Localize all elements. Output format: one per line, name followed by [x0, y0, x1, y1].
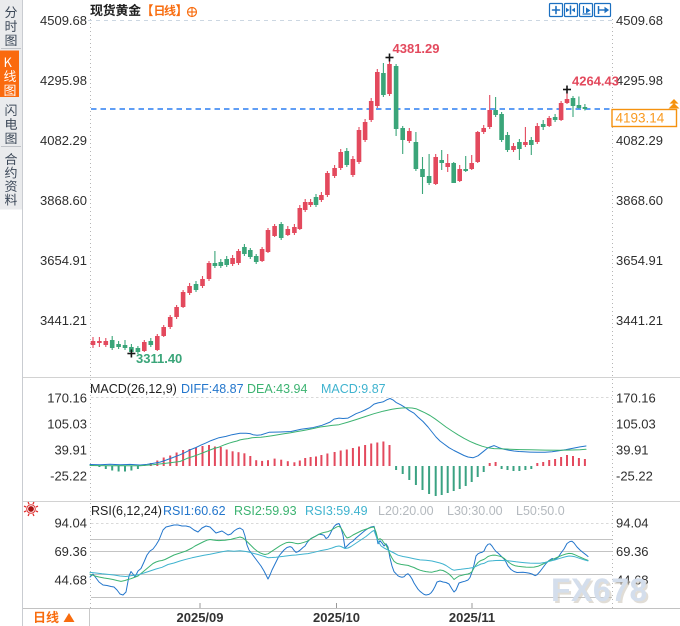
svg-text:3868.60: 3868.60 — [40, 193, 87, 208]
svg-text:MACD:9.87: MACD:9.87 — [321, 382, 386, 396]
svg-text:DEA:43.94: DEA:43.94 — [247, 382, 308, 396]
svg-text:4193.14: 4193.14 — [616, 111, 665, 126]
svg-text:RSI(6,12,24): RSI(6,12,24) — [91, 504, 162, 518]
svg-text:4381.29: 4381.29 — [393, 41, 440, 56]
svg-text:4509.68: 4509.68 — [616, 13, 663, 28]
svg-text:44.68: 44.68 — [616, 573, 649, 588]
svg-text:3441.21: 3441.21 — [40, 313, 87, 328]
svg-text:4082.29: 4082.29 — [616, 133, 663, 148]
svg-text:94.04: 94.04 — [616, 516, 649, 531]
svg-text:2025/10: 2025/10 — [313, 610, 360, 625]
svg-text:RSI1:60.62: RSI1:60.62 — [163, 504, 226, 518]
svg-text:44.68: 44.68 — [54, 573, 87, 588]
svg-text:39.91: 39.91 — [54, 443, 87, 458]
svg-text:170.16: 170.16 — [616, 391, 656, 406]
svg-text:FX678: FX678 — [553, 574, 650, 610]
svg-text:-25.22: -25.22 — [50, 469, 87, 484]
svg-text:4295.98: 4295.98 — [40, 73, 87, 88]
svg-text:39.91: 39.91 — [616, 443, 649, 458]
svg-text:4509.68: 4509.68 — [40, 13, 87, 28]
svg-text:69.36: 69.36 — [54, 544, 87, 559]
svg-text:L50:50.0: L50:50.0 — [516, 504, 565, 518]
svg-text:-25.22: -25.22 — [616, 469, 653, 484]
svg-text:170.16: 170.16 — [47, 391, 87, 406]
svg-text:94.04: 94.04 — [54, 516, 87, 531]
svg-text:3311.40: 3311.40 — [136, 351, 182, 366]
svg-text:4082.29: 4082.29 — [40, 133, 87, 148]
svg-text:FX678: FX678 — [551, 572, 648, 608]
svg-text:3441.21: 3441.21 — [616, 313, 663, 328]
svg-text:2025/09: 2025/09 — [177, 610, 224, 625]
svg-text:105.03: 105.03 — [47, 417, 87, 432]
svg-text:3654.91: 3654.91 — [40, 253, 87, 268]
svg-text:105.03: 105.03 — [616, 417, 656, 432]
svg-text:DIFF:48.87: DIFF:48.87 — [181, 382, 244, 396]
svg-text:4264.43: 4264.43 — [572, 74, 619, 89]
svg-text:L30:30.00: L30:30.00 — [447, 504, 503, 518]
svg-text:4295.98: 4295.98 — [616, 73, 663, 88]
svg-text:MACD(26,12,9): MACD(26,12,9) — [90, 382, 177, 396]
svg-text:3868.60: 3868.60 — [616, 193, 663, 208]
svg-text:69.36: 69.36 — [616, 544, 649, 559]
svg-text:2025/11: 2025/11 — [449, 610, 495, 625]
svg-text:RSI2:59.93: RSI2:59.93 — [234, 504, 297, 518]
svg-text:3654.91: 3654.91 — [616, 253, 663, 268]
svg-text:L20:20.00: L20:20.00 — [378, 504, 434, 518]
svg-text:RSI3:59.49: RSI3:59.49 — [305, 504, 368, 518]
